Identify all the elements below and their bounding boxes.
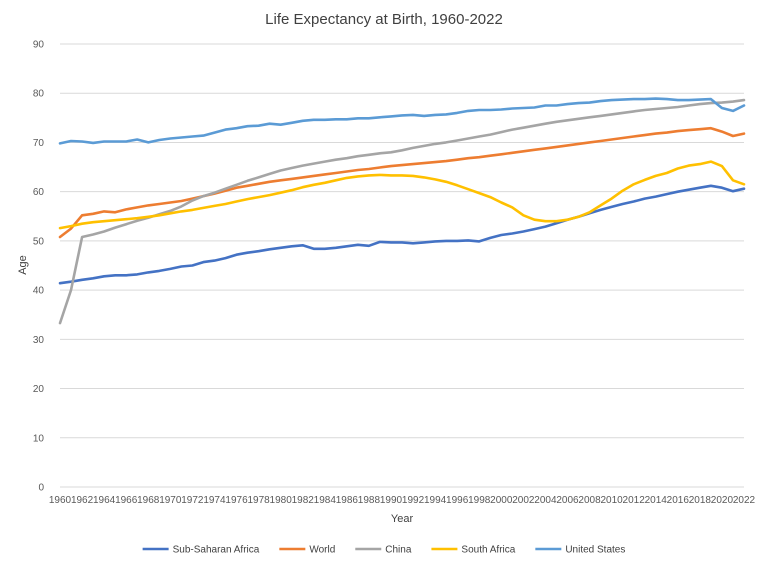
- y-axis-title: Age: [17, 255, 29, 275]
- y-tick-label: 80: [33, 89, 45, 100]
- x-tick-label: 1966: [115, 495, 138, 506]
- y-tick-label: 90: [33, 40, 45, 51]
- x-tick-label: 1982: [292, 495, 315, 506]
- x-tick-label: 1996: [446, 495, 469, 506]
- x-tick-label: 2014: [645, 495, 668, 506]
- legend-label: Sub-Saharan Africa: [173, 545, 260, 556]
- x-tick-label: 2016: [667, 495, 690, 506]
- series-lines: [58, 97, 746, 325]
- x-tick-label: 1984: [314, 495, 337, 506]
- y-tick-label: 50: [33, 236, 45, 247]
- x-axis-title: Year: [391, 513, 414, 525]
- legend: Sub-Saharan Africa World China South Africa…: [142, 545, 625, 556]
- x-tick-label: 1960: [49, 495, 72, 506]
- legend-label: World: [309, 545, 335, 556]
- x-tick-label: 1976: [225, 495, 248, 506]
- y-axis-ticks: 0 10 20 30 40 50 60 70 80 90: [33, 40, 45, 494]
- x-tick-label: 2008: [578, 495, 601, 506]
- y-tick-label: 70: [33, 138, 45, 149]
- series-line-world: [58, 126, 746, 239]
- y-tick-label: 40: [33, 286, 45, 297]
- x-tick-label: 2002: [512, 495, 535, 506]
- x-tick-label: 2022: [733, 495, 756, 506]
- series-line-south-africa: [58, 160, 746, 230]
- y-tick-label: 10: [33, 433, 45, 444]
- x-tick-label: 2000: [490, 495, 513, 506]
- legend-label: China: [385, 545, 412, 556]
- legend-label: South Africa: [461, 545, 515, 556]
- x-tick-label: 1994: [424, 495, 447, 506]
- x-tick-label: 2006: [556, 495, 579, 506]
- x-tick-label: 2004: [534, 495, 557, 506]
- y-tick-label: 60: [33, 187, 45, 198]
- series-line-united-states: [58, 97, 746, 145]
- x-tick-label: 2010: [600, 495, 623, 506]
- series-line-china: [58, 98, 746, 325]
- x-tick-label: 1970: [159, 495, 182, 506]
- x-tick-label: 1964: [93, 495, 116, 506]
- x-tick-label: 1968: [137, 495, 160, 506]
- chart-title: Life Expectancy at Birth, 1960-2022: [265, 11, 503, 28]
- x-tick-label: 1980: [270, 495, 293, 506]
- x-tick-label: 2020: [711, 495, 734, 506]
- x-tick-label: 1986: [336, 495, 359, 506]
- x-tick-label: 1988: [358, 495, 381, 506]
- x-tick-label: 1978: [247, 495, 270, 506]
- x-tick-label: 2018: [689, 495, 712, 506]
- x-tick-label: 1998: [468, 495, 491, 506]
- x-axis-ticks: 1960 1962 1964 1966 1968 1970 1972 1974 1976 1978…: [49, 495, 756, 506]
- x-tick-label: 2012: [623, 495, 646, 506]
- y-tick-label: 30: [33, 335, 45, 346]
- x-tick-label: 1990: [380, 495, 403, 506]
- x-tick-label: 1992: [402, 495, 425, 506]
- y-tick-label: 0: [38, 483, 44, 494]
- x-tick-label: 1972: [181, 495, 204, 506]
- gridlines: [60, 43, 744, 488]
- legend-label: United States: [565, 545, 625, 556]
- x-tick-label: 1974: [203, 495, 226, 506]
- y-tick-label: 20: [33, 384, 45, 395]
- x-tick-label: 1962: [71, 495, 94, 506]
- series-line-sub-saharan-africa: [58, 184, 746, 285]
